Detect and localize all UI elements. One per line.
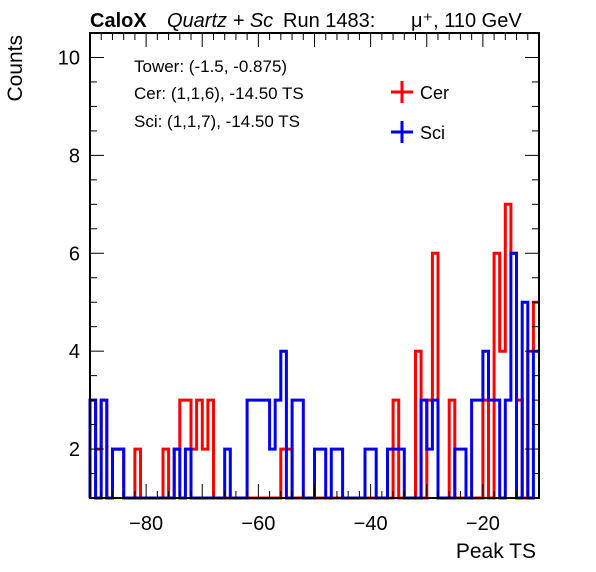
header-beam: μ⁺, 110 GeV	[411, 10, 522, 32]
x-tick-label: −20	[466, 513, 500, 535]
y-tick-label: 6	[69, 243, 80, 265]
y-tick-label: 4	[69, 341, 80, 363]
legend: Cer Sci	[391, 81, 449, 143]
histogram-layer	[88, 202, 539, 500]
header-run: Run 1483:	[283, 10, 375, 32]
x-axis-title: Peak TS	[456, 540, 536, 563]
legend-label-sci: Sci	[420, 123, 445, 143]
y-axis-title: Counts	[4, 35, 27, 102]
x-tick-label: −80	[129, 513, 163, 535]
y-tick-label: 2	[69, 439, 80, 461]
y-tick-label: 10	[58, 47, 80, 69]
info-sci: Sci: (1,1,7), -14.50 TS	[134, 112, 300, 131]
x-tick-label: −60	[241, 513, 275, 535]
x-tick-label: −40	[354, 513, 388, 535]
info-tower: Tower: (-1.5, -0.875)	[134, 57, 287, 76]
legend-marker-sci	[391, 121, 413, 143]
info-cer: Cer: (1,1,6), -14.50 TS	[134, 84, 304, 103]
y-tick-label: 8	[69, 145, 80, 167]
header-subtitle: Quartz + Sc	[167, 10, 273, 32]
legend-marker-cer	[391, 81, 413, 103]
series-sci-line	[88, 251, 539, 500]
axis-ticks: −80 −60 −40 −20 2 4 6 8 10	[58, 32, 540, 535]
legend-label-cer: Cer	[420, 83, 449, 103]
header-brand: CaloX	[90, 10, 147, 32]
